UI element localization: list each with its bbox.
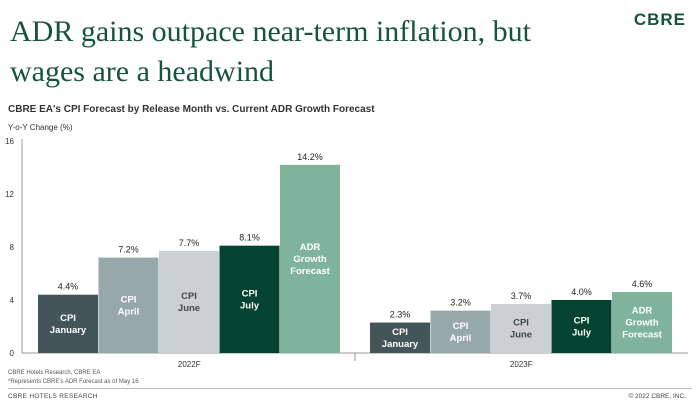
- data-label: 7.2%: [118, 245, 139, 255]
- bar: [219, 245, 280, 353]
- data-label: 8.1%: [239, 233, 260, 243]
- page-title: ADR gains outpace near-term inflation, b…: [10, 15, 531, 88]
- bar: [551, 300, 612, 353]
- y-tick-label: 0: [10, 349, 15, 358]
- series-label: CPI July: [240, 288, 260, 311]
- bar: [38, 294, 98, 353]
- data-label: 14.2%: [297, 152, 323, 162]
- chart-notes: CBRE Hotels Research, CBRE EA *Represent…: [8, 369, 139, 387]
- bar: [280, 164, 340, 353]
- data-label: 3.7%: [511, 291, 532, 301]
- data-label: 7.7%: [179, 238, 200, 248]
- forecast-note: *Represents CBRE's ADR Forecast as of Ma…: [8, 379, 139, 385]
- series-label: CPI April: [118, 294, 140, 317]
- y-axis-label: Y-o-Y Change (%): [8, 123, 73, 132]
- series-label: CPI January: [382, 327, 419, 350]
- bar: [612, 292, 672, 353]
- cbre-logo: CBRE: [633, 10, 686, 29]
- bar: [491, 303, 551, 353]
- series-label: CPI January: [50, 313, 87, 336]
- source-note: CBRE Hotels Research, CBRE EA: [8, 370, 101, 376]
- series-label: CPI June: [510, 317, 532, 340]
- footer-copyright: © 2022 CBRE, INC.: [628, 393, 686, 400]
- footer-divider: [8, 388, 692, 389]
- data-label: 4.4%: [58, 282, 79, 292]
- series-label: CPI April: [450, 321, 472, 344]
- series-label: CPI June: [178, 291, 200, 314]
- data-label: 4.6%: [632, 279, 653, 289]
- bar: [159, 250, 219, 353]
- bar-chart: 0 4 8 12 16 4.4% CPI January 7.2% CPI April 7.7% CPI…: [5, 137, 688, 369]
- bar: [370, 322, 430, 353]
- data-label: 3.2%: [450, 298, 471, 308]
- y-tick-label: 12: [5, 190, 14, 199]
- data-label: 2.3%: [390, 310, 411, 320]
- x-category-label: 2022F: [178, 360, 201, 369]
- data-label: 4.0%: [571, 287, 592, 297]
- x-category-label: 2023F: [510, 360, 533, 369]
- bar: [430, 310, 491, 353]
- y-tick-label: 16: [5, 137, 14, 146]
- chart-title: CBRE EA's CPI Forecast by Release Month …: [8, 104, 375, 115]
- footer-brand: CBRE HOTELS RESEARCH: [8, 393, 98, 400]
- series-label: CPI July: [572, 316, 592, 339]
- series-label: ADR Growth Forecast: [622, 306, 662, 341]
- series-label: ADR Growth Forecast: [290, 242, 330, 277]
- y-tick-label: 4: [10, 296, 15, 305]
- y-tick-label: 8: [10, 243, 15, 252]
- bar: [98, 257, 159, 353]
